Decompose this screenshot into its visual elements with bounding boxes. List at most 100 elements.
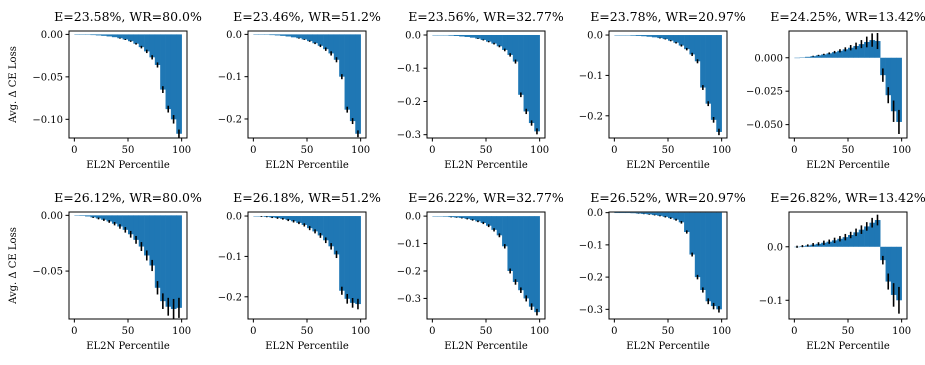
bar <box>805 56 811 58</box>
bar <box>507 34 514 55</box>
y-tick-label: −0.2 <box>579 111 603 122</box>
bar <box>651 35 658 38</box>
bar <box>160 215 166 302</box>
x-tick-label: 50 <box>480 326 493 337</box>
bar <box>641 212 647 214</box>
x-tick-label: 100 <box>530 145 549 156</box>
bar <box>355 34 361 134</box>
bar <box>138 34 145 48</box>
bar <box>323 34 329 50</box>
bar <box>837 50 843 58</box>
bar <box>101 215 107 220</box>
bar <box>301 216 308 225</box>
bar <box>106 215 113 222</box>
bar <box>339 216 345 291</box>
bar <box>344 34 351 110</box>
x-tick-label: 50 <box>480 145 493 156</box>
bar <box>333 34 340 60</box>
bar <box>290 34 297 38</box>
x-axis-label: EL2N Percentile <box>86 160 170 171</box>
bar <box>90 215 97 218</box>
bar <box>448 34 455 36</box>
bar <box>122 34 129 40</box>
bar <box>869 40 876 58</box>
y-tick-label: −0.025 <box>746 87 783 98</box>
bar <box>296 34 302 39</box>
bar <box>848 235 854 247</box>
bar <box>874 220 881 247</box>
bar <box>523 34 530 112</box>
y-tick-label: −0.05 <box>32 267 63 278</box>
x-tick-label: 0 <box>791 145 797 156</box>
bar <box>646 35 653 37</box>
bar <box>165 34 172 110</box>
bar <box>694 35 701 62</box>
bar <box>523 216 530 299</box>
bar <box>285 216 292 221</box>
x-tick-label: 0 <box>429 145 435 156</box>
y-tick-label: 0.000 <box>754 53 783 64</box>
bar <box>111 215 118 224</box>
bar <box>502 216 508 247</box>
bar <box>480 34 487 40</box>
bar <box>684 212 690 232</box>
chart-title: E=23.58%, WR=80.0% <box>54 9 202 24</box>
chart-panel-7: 0 50 100 0.0 −0.1 −0.2 E=26.18%, WR=51.2% EL2N … <box>218 190 381 352</box>
bar <box>885 57 892 96</box>
y-tick-label: −0.3 <box>397 130 421 141</box>
bar <box>280 216 286 219</box>
bar <box>301 34 308 40</box>
bar <box>176 215 182 308</box>
chart-title: E=23.56%, WR=32.77% <box>408 9 564 24</box>
bar <box>534 216 540 313</box>
bar <box>662 212 669 217</box>
y-tick-label: 0.0 <box>226 212 242 223</box>
x-tick-label: 100 <box>530 326 549 337</box>
bar <box>864 41 870 58</box>
chart-panel-2: 0 50 100 0.0 −0.1 −0.2 E=23.46%, WR=51.2% EL2N … <box>218 9 381 171</box>
x-tick-label: 100 <box>351 326 370 337</box>
bar <box>641 35 647 37</box>
bar <box>154 34 161 65</box>
bar <box>534 34 540 132</box>
bar <box>117 34 123 39</box>
y-tick-label: 0.0 <box>587 208 603 219</box>
bar <box>464 216 471 219</box>
y-tick-label: −0.1 <box>218 252 242 263</box>
bar <box>95 215 102 219</box>
bar <box>496 216 503 236</box>
bar <box>176 34 182 134</box>
bar <box>710 35 717 120</box>
x-axis-label: EL2N Percentile <box>626 160 710 171</box>
x-tick-label: 0 <box>250 326 256 337</box>
y-tick-label: −0.3 <box>397 294 421 305</box>
bar <box>635 35 642 36</box>
bar <box>826 241 833 247</box>
chart-panel-10: 0 50 100 0.0 −0.1 E=26.82%, WR=13.42% EL2N Per… <box>759 190 925 352</box>
chart-panel-3: 0 50 100 0.0 −0.1 −0.2 −0.3 E=23.56%, WR=32.77%… <box>397 9 564 171</box>
bar <box>826 53 833 58</box>
bar <box>133 215 140 240</box>
bar <box>333 216 340 255</box>
bar <box>657 212 663 216</box>
bar <box>349 216 356 303</box>
bar <box>144 215 150 256</box>
bar <box>646 212 653 215</box>
bar <box>328 34 335 54</box>
bar <box>716 212 722 310</box>
bar <box>853 232 860 247</box>
x-tick-label: 0 <box>250 145 256 156</box>
x-tick-label: 100 <box>351 145 370 156</box>
x-tick-label: 0 <box>611 326 617 337</box>
bar <box>312 216 319 232</box>
bar <box>280 34 286 36</box>
bar <box>668 212 674 219</box>
bar <box>355 216 361 305</box>
bar <box>496 34 503 47</box>
bar <box>864 226 870 247</box>
bar <box>528 216 535 307</box>
bar <box>880 57 886 76</box>
chart-panel-6: 0 50 100 0.00 −0.05 E=26.12%, WR=80.0% EL2N Pe… <box>8 190 202 352</box>
bar <box>716 35 722 132</box>
